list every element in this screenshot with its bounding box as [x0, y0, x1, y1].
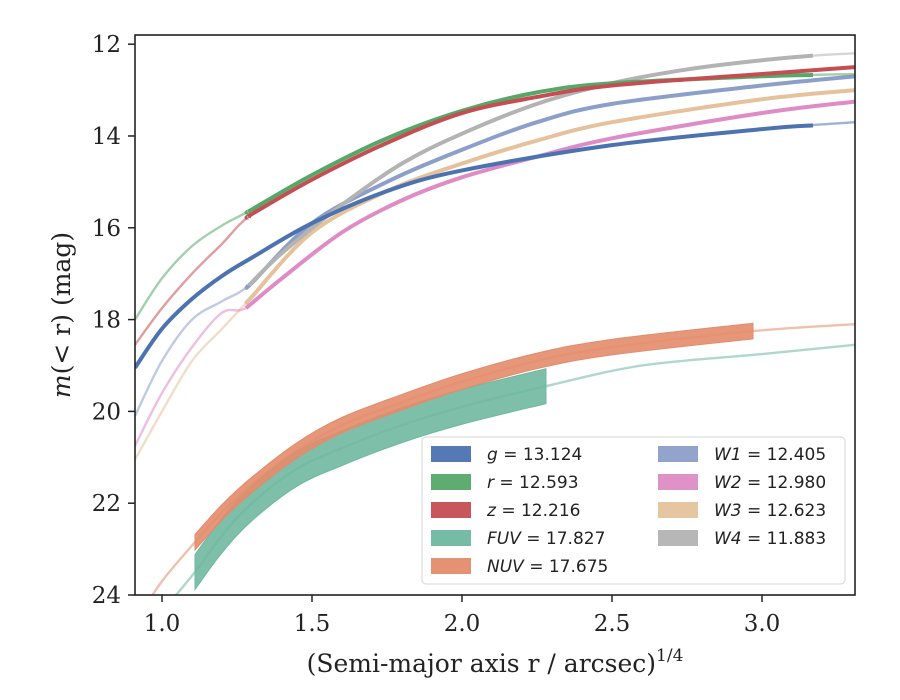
- legend-swatch: [658, 474, 698, 490]
- tick-layer: 1.0 1.5 2.0 2.5 3.0 12 14 16 18 20 22 24: [92, 32, 781, 637]
- legend-entry-z: z = 12.216: [431, 501, 580, 521]
- y-tick-label: 20: [92, 399, 121, 425]
- legend-swatch: [431, 558, 471, 574]
- legend-swatch: [431, 502, 471, 518]
- legend-entry-w4: W4 = 11.883: [658, 529, 826, 549]
- series-nuv-band: [194, 322, 754, 552]
- legend-swatch: [658, 446, 698, 462]
- legend-label: W1 = 12.405: [714, 445, 826, 465]
- legend-label: W4 = 11.883: [714, 529, 826, 549]
- legend-label: g = 13.124: [487, 445, 582, 465]
- y-tick-label: 12: [92, 32, 121, 58]
- series-r-faint-line: [135, 72, 855, 321]
- series-w4-line: [247, 53, 814, 287]
- legend-entry-w3: W3 = 12.623: [658, 501, 826, 521]
- x-tick-label: 1.5: [294, 611, 331, 637]
- x-tick-label: 3.0: [744, 611, 781, 637]
- y-tick-label: 16: [92, 216, 121, 242]
- legend-label: NUV = 17.675: [487, 557, 608, 577]
- legend-entry-w2: W2 = 12.980: [658, 473, 826, 493]
- series-w3-line: [244, 88, 855, 305]
- y-axis-label: m(< r) (mag): [47, 232, 76, 398]
- series-w2-line: [244, 99, 855, 310]
- legend-entry-nuv: NUV = 17.675: [431, 557, 608, 577]
- series-layer: [135, 52, 855, 595]
- y-tick-label: 14: [92, 124, 121, 150]
- legend-label: r = 12.593: [487, 473, 579, 493]
- legend-label: W3 = 12.623: [714, 501, 826, 521]
- legend-swatch: [658, 502, 698, 518]
- x-tick-label: 2.5: [594, 611, 631, 637]
- legend: g = 13.124 r = 12.593 z = 12.216 FUV = 17.8…: [421, 436, 846, 585]
- y-tick-label: 24: [92, 583, 121, 609]
- y-tick-label: 18: [92, 308, 121, 334]
- legend-items: g = 13.124 r = 12.593 z = 12.216 FUV = 17.8…: [431, 445, 826, 577]
- legend-entry-fuv: FUV = 17.827: [431, 529, 605, 549]
- legend-swatch: [431, 530, 471, 546]
- legend-swatch: [658, 530, 698, 546]
- series-z-faint-line: [135, 65, 855, 347]
- legend-entry-g: g = 13.124: [431, 445, 582, 465]
- series-w1-line: [244, 74, 855, 290]
- x-tick-label: 2.0: [444, 611, 481, 637]
- legend-label: FUV = 17.827: [487, 529, 605, 549]
- plot-frame: [134, 34, 856, 596]
- x-axis-label: (Semi-major axis r / arcsec)1/4: [307, 646, 684, 678]
- series-z-line: [244, 65, 855, 220]
- legend-box: [421, 436, 846, 585]
- legend-swatch: [431, 446, 471, 462]
- legend-label: z = 12.216: [486, 501, 580, 521]
- legend-entry-w1: W1 = 12.405: [658, 445, 826, 465]
- series-g-line: [135, 123, 814, 369]
- x-tick-label: 1.0: [144, 611, 181, 637]
- legend-label: W2 = 12.980: [714, 473, 826, 493]
- legend-swatch: [431, 474, 471, 490]
- legend-entry-r: r = 12.593: [431, 473, 579, 493]
- y-tick-label: 22: [92, 491, 121, 517]
